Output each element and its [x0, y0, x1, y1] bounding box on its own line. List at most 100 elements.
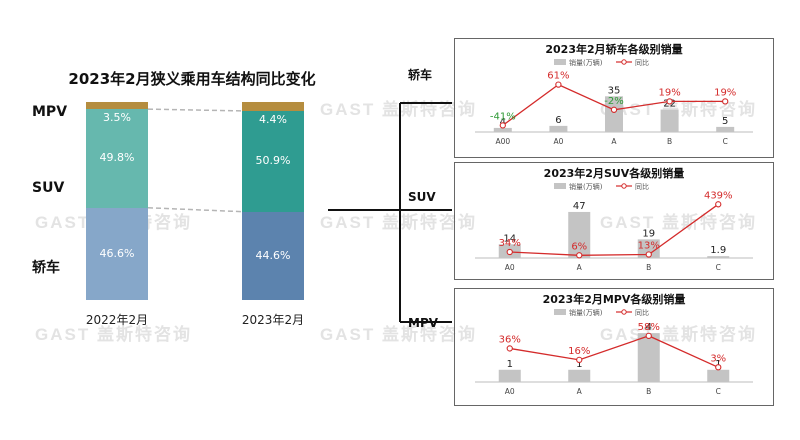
sales-bar	[549, 125, 568, 132]
sales-value-label: 47	[573, 201, 586, 212]
legend-bar-swatch	[554, 59, 566, 65]
legend-bar-label: 销量(万辆)	[569, 182, 603, 191]
branch-label-suv: SUV	[408, 190, 436, 204]
sales-bar	[660, 109, 679, 132]
yoy-point	[722, 98, 729, 105]
sales-value-label: 14	[503, 233, 516, 244]
x-category-label: A	[577, 387, 583, 396]
legend-bar-label: 销量(万辆)	[569, 308, 603, 317]
mpv-category-label: MPV	[32, 104, 68, 120]
x-category-label: A0	[553, 137, 563, 146]
x-category-label: 2023年2月	[241, 313, 305, 327]
legend-bar-swatch	[554, 183, 566, 189]
yoy-point	[645, 332, 652, 340]
suv-segment	[86, 109, 148, 208]
x-category-label: B	[667, 137, 672, 146]
yoy-value-label: -41%	[490, 111, 516, 122]
sales-bar	[493, 127, 512, 132]
x-category-label: A	[611, 137, 617, 146]
sales-value-label: 6	[555, 115, 561, 126]
yoy-point	[666, 98, 673, 105]
suv-level-sales-panel: 2023年2月SUV各级别销量 销量(万辆) 同比 14 A0 47 A 19 B 1.9 C 34%…	[454, 162, 774, 280]
yoy-point	[645, 251, 652, 258]
sales-bar	[707, 369, 730, 382]
yoy-line	[509, 335, 719, 368]
panel-title: 2023年2月轿车各级别销量	[545, 42, 682, 56]
yoy-value-label: -2%	[604, 96, 623, 107]
sales-bar	[568, 369, 591, 382]
x-category-label: B	[646, 387, 651, 396]
yoy-point	[715, 201, 722, 208]
yoy-line	[509, 203, 719, 256]
sales-value-label: 1	[507, 359, 513, 370]
sales-value-label: 35	[608, 85, 621, 96]
x-category-label: A00	[495, 137, 510, 146]
panel-chart-svg: 2023年2月轿车各级别销量销量(万辆)同比4A006A035A22B5C-41…	[475, 42, 753, 146]
sales-value-label: 1	[576, 359, 582, 370]
x-category-label: C	[723, 137, 728, 146]
mpv-level-sales-panel: 2023年2月MPV各级别销量销量(万辆)同比1A01A4B1C36%16%58…	[454, 288, 774, 406]
sales-bar	[716, 126, 735, 132]
sales-bar	[637, 239, 660, 258]
suv-segment	[242, 110, 304, 212]
yoy-point	[499, 122, 506, 129]
yoy-value-label: 439%	[704, 190, 733, 201]
mpv-segment	[86, 102, 148, 110]
yoy-point	[506, 248, 513, 256]
yoy-value-label: 19%	[658, 87, 680, 98]
branch-label-mpv: MPV	[408, 316, 439, 330]
yoy-value-label: 16%	[568, 346, 590, 357]
mpv-segment	[242, 102, 304, 111]
suv-segment-value-label: 50.9%	[255, 154, 291, 168]
sales-bar	[498, 369, 521, 382]
yoy-point	[610, 106, 618, 113]
branch-label-sedan: 轿车	[408, 68, 433, 82]
yoy-point	[715, 364, 722, 371]
x-category-label: C	[716, 263, 721, 272]
yoy-value-label: 34%	[499, 238, 521, 249]
sales-bar	[605, 96, 623, 132]
sales-value-label: 5	[722, 116, 728, 127]
yoy-value-label: 58%	[638, 322, 660, 333]
panel-chart-svg: 2023年2月MPV各级别销量销量(万辆)同比1A01A4B1C36%16%58…	[475, 292, 753, 396]
sales-bar	[637, 333, 660, 382]
legend-line-label: 同比	[635, 308, 649, 317]
yoy-value-label: 6%	[571, 241, 587, 252]
yoy-value-label: 36%	[499, 334, 521, 345]
sales-value-label: 4	[646, 322, 652, 333]
yoy-point	[576, 356, 583, 364]
suv-category-label: SUV	[32, 180, 65, 196]
sedan-segment	[86, 207, 148, 300]
x-category-label: C	[716, 387, 721, 396]
legend-bar-swatch	[554, 309, 566, 315]
x-category-label: A0	[505, 263, 515, 272]
panel-title: 2023年2月MPV各级别销量	[543, 292, 686, 306]
yoy-value-label: 13%	[638, 240, 660, 251]
yoy-point	[576, 252, 583, 259]
yoy-point	[506, 345, 513, 352]
sedan-segment-value-label: 46.6%	[99, 246, 135, 260]
sales-value-label: 1.9	[710, 245, 726, 256]
yoy-value-label: 3%	[710, 353, 726, 364]
x-category-label: B	[646, 263, 651, 272]
sales-bar	[568, 211, 591, 258]
legend-bar-label: 销量(万辆)	[569, 58, 603, 67]
panel-title: 2023年2月SUV各级别销量	[544, 166, 685, 180]
legend-line-marker	[621, 59, 627, 65]
structure-chart-title: 2023年2月狭义乘用车结构同比变化	[68, 70, 316, 88]
sedan-segment	[242, 211, 304, 300]
sedan-category-label: 轿车	[32, 260, 60, 276]
legend-line-label: 同比	[635, 182, 649, 191]
sedan-segment-value-label: 44.6%	[255, 248, 291, 262]
sales-bar	[707, 256, 730, 258]
x-category-label: A0	[505, 387, 515, 396]
yoy-point	[555, 81, 562, 88]
mpv-segment-value-label: 3.5%	[103, 111, 131, 125]
sedan-level-sales-panel: 2023年2月轿车各级别销量销量(万辆)同比4A006A035A22B5C-41…	[454, 38, 774, 158]
legend-line-marker	[621, 183, 627, 189]
yoy-value-label: 61%	[547, 71, 569, 82]
yoy-value-label: 19%	[714, 87, 736, 98]
sales-value-label: 19	[642, 228, 655, 239]
